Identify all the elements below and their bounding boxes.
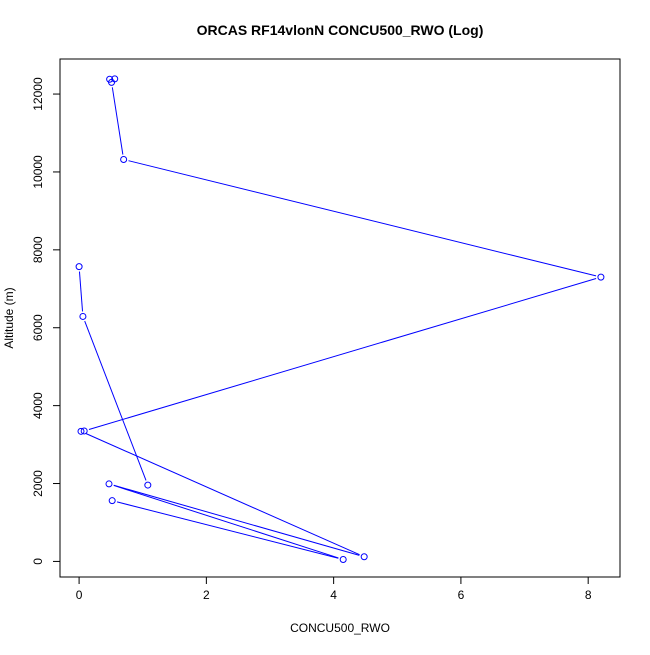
x-tick-label: 8	[585, 588, 592, 602]
series-segment	[85, 432, 360, 556]
data-point	[80, 427, 88, 435]
series-segment	[128, 160, 597, 277]
y-tick-label: 10000	[31, 155, 45, 189]
x-tick-label: 4	[330, 588, 337, 602]
series-segment	[116, 501, 339, 559]
x-axis-label: CONCU500_RWO	[290, 621, 390, 635]
y-tick-label: 4000	[31, 392, 45, 419]
series-segment	[111, 87, 124, 155]
series-layer	[75, 75, 605, 563]
y-tick-label: 8000	[31, 236, 45, 263]
series-segment	[88, 278, 597, 430]
plot-border	[59, 58, 621, 578]
data-point	[77, 427, 85, 435]
y-axis: 0 2000 4000 6000 8000 10000 12000	[31, 77, 61, 565]
data-point	[79, 312, 87, 320]
x-axis: 0 2 4 6 8	[76, 576, 592, 602]
x-tick-label: 0	[76, 588, 83, 602]
y-tick-label: 2000	[31, 470, 45, 497]
series-segment	[78, 271, 84, 312]
data-point	[108, 78, 116, 86]
series-1	[77, 75, 605, 563]
data-point	[75, 263, 83, 271]
chart-title: ORCAS RF14vlonN CONCU500_RWO (Log)	[197, 22, 484, 38]
y-tick-label: 12000	[31, 77, 45, 111]
x-tick-label: 6	[458, 588, 465, 602]
series-segment	[113, 484, 360, 556]
series-segment	[113, 484, 339, 559]
y-tick-label: 0	[31, 558, 45, 565]
x-tick-label: 2	[203, 588, 210, 602]
data-point	[360, 553, 368, 561]
data-point	[144, 481, 152, 489]
series-2	[75, 263, 152, 489]
data-point	[120, 155, 128, 163]
data-point	[105, 480, 113, 488]
data-point	[597, 273, 605, 281]
y-tick-label: 6000	[31, 314, 45, 341]
data-point	[108, 497, 116, 505]
y-axis-label: Altitude (m)	[2, 287, 16, 348]
data-point	[339, 555, 347, 563]
series-segment	[84, 320, 147, 481]
